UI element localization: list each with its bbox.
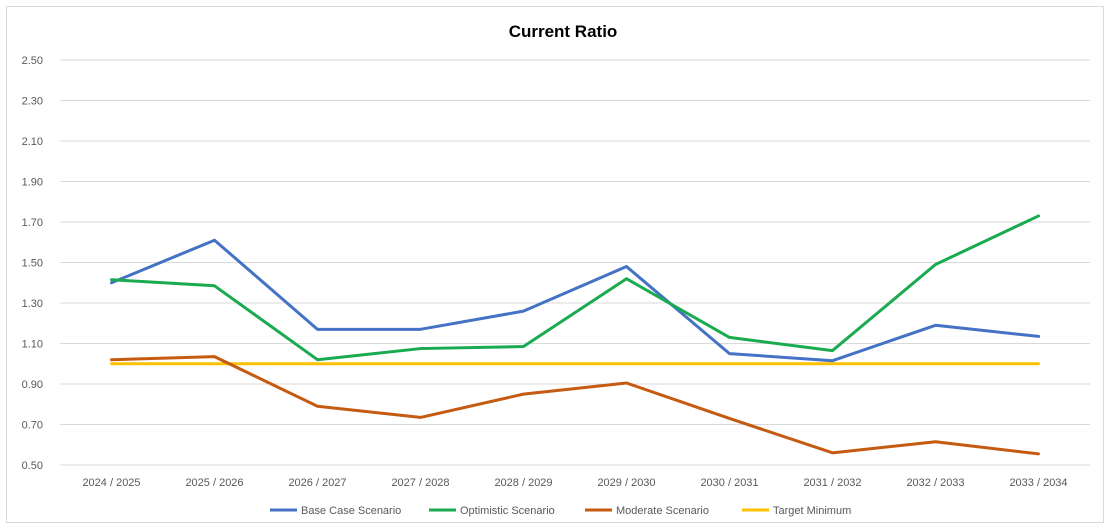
data-point xyxy=(1037,214,1040,218)
y-tick-label: 1.90 xyxy=(22,177,43,189)
chart-frame xyxy=(6,6,1104,523)
data-point xyxy=(934,440,937,443)
data-point xyxy=(316,405,319,408)
data-point xyxy=(934,324,937,327)
x-tick-label: 2028 / 2029 xyxy=(494,477,552,489)
data-point xyxy=(831,359,834,362)
data-point xyxy=(213,355,216,358)
x-tick-label: 2027 / 2028 xyxy=(391,477,449,489)
y-tick-label: 2.50 xyxy=(22,55,43,67)
x-tick-label: 2030 / 2031 xyxy=(700,477,758,489)
y-tick-label: 1.50 xyxy=(22,258,43,270)
data-point xyxy=(728,352,731,355)
data-point xyxy=(316,362,319,365)
x-tick-label: 2029 / 2030 xyxy=(597,477,655,489)
legend-label: Moderate Scenario xyxy=(616,505,709,517)
gridlines xyxy=(60,59,1090,466)
data-point xyxy=(419,347,422,350)
data-point xyxy=(1037,335,1040,338)
data-point xyxy=(213,362,216,365)
y-tick-label: 2.30 xyxy=(22,96,43,108)
data-point xyxy=(625,277,628,280)
legend-label: Target Minimum xyxy=(773,505,851,517)
x-axis-ticks: 2024 / 2025 2025 / 2026 2026 / 2027 2027 / … xyxy=(82,477,1067,489)
data-point xyxy=(419,362,422,365)
data-point xyxy=(110,358,113,361)
data-point xyxy=(934,362,937,365)
y-tick-label: 0.50 xyxy=(22,460,43,472)
data-point xyxy=(831,362,834,365)
data-point xyxy=(934,263,937,266)
data-point xyxy=(728,362,731,365)
data-point xyxy=(419,416,422,419)
data-point xyxy=(419,328,422,331)
x-tick-label: 2033 / 2034 xyxy=(1009,477,1067,489)
legend-label: Base Case Scenario xyxy=(301,505,401,517)
y-tick-label: 1.10 xyxy=(22,339,43,351)
data-point xyxy=(522,309,525,313)
y-tick-label: 1.30 xyxy=(22,298,43,310)
data-point xyxy=(213,284,216,287)
data-point xyxy=(728,417,731,420)
data-point xyxy=(831,451,834,455)
y-tick-label: 0.90 xyxy=(22,379,43,391)
data-point xyxy=(1037,452,1040,456)
data-point xyxy=(522,392,525,396)
data-point xyxy=(625,381,628,385)
data-point xyxy=(625,362,628,365)
chart-title: Current Ratio xyxy=(509,22,618,41)
data-point xyxy=(728,336,731,339)
data-point xyxy=(625,265,628,268)
y-tick-label: 0.70 xyxy=(22,420,43,432)
data-point xyxy=(831,349,834,352)
legend-item-base-case-scenario: Base Case Scenario xyxy=(270,505,401,517)
legend-item-moderate-scenario: Moderate Scenario xyxy=(585,505,709,517)
data-point xyxy=(1037,362,1040,365)
series-line-optimistic-scenario xyxy=(110,214,1040,362)
y-tick-label: 1.70 xyxy=(22,217,43,229)
x-tick-label: 2025 / 2026 xyxy=(185,477,243,489)
data-point xyxy=(522,345,525,348)
series-line-base-case-scenario xyxy=(110,238,1040,363)
data-point xyxy=(316,328,319,331)
legend-item-target-minimum: Target Minimum xyxy=(742,505,851,517)
data-point xyxy=(316,358,319,361)
data-point xyxy=(110,278,113,281)
x-tick-label: 2024 / 2025 xyxy=(82,477,140,489)
x-tick-label: 2031 / 2032 xyxy=(803,477,861,489)
data-point xyxy=(213,239,216,242)
legend: Base Case Scenario Optimistic Scenario Mod… xyxy=(270,505,851,517)
y-tick-label: 2.10 xyxy=(22,136,43,148)
legend-label: Optimistic Scenario xyxy=(460,505,555,517)
x-tick-label: 2026 / 2027 xyxy=(288,477,346,489)
x-tick-label: 2032 / 2033 xyxy=(906,477,964,489)
series-lines xyxy=(110,214,1040,456)
y-axis-ticks: 0.50 0.70 0.90 1.10 1.30 1.50 1.70 1.90 2.10 2.30… xyxy=(22,55,43,472)
series-line-moderate-scenario xyxy=(110,355,1040,456)
data-point xyxy=(522,362,525,365)
data-point xyxy=(110,362,113,365)
legend-item-optimistic-scenario: Optimistic Scenario xyxy=(429,505,555,517)
data-point xyxy=(110,281,113,284)
